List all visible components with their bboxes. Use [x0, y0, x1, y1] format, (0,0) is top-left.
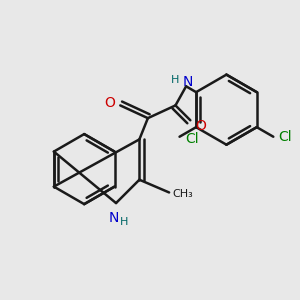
Text: O: O: [196, 118, 206, 133]
Text: CH₃: CH₃: [172, 188, 193, 199]
Text: H: H: [171, 75, 180, 85]
Text: N: N: [183, 75, 194, 89]
Text: O: O: [104, 96, 115, 110]
Text: N: N: [109, 211, 119, 225]
Text: H: H: [120, 217, 129, 227]
Text: Cl: Cl: [185, 132, 199, 146]
Text: Cl: Cl: [279, 130, 292, 144]
